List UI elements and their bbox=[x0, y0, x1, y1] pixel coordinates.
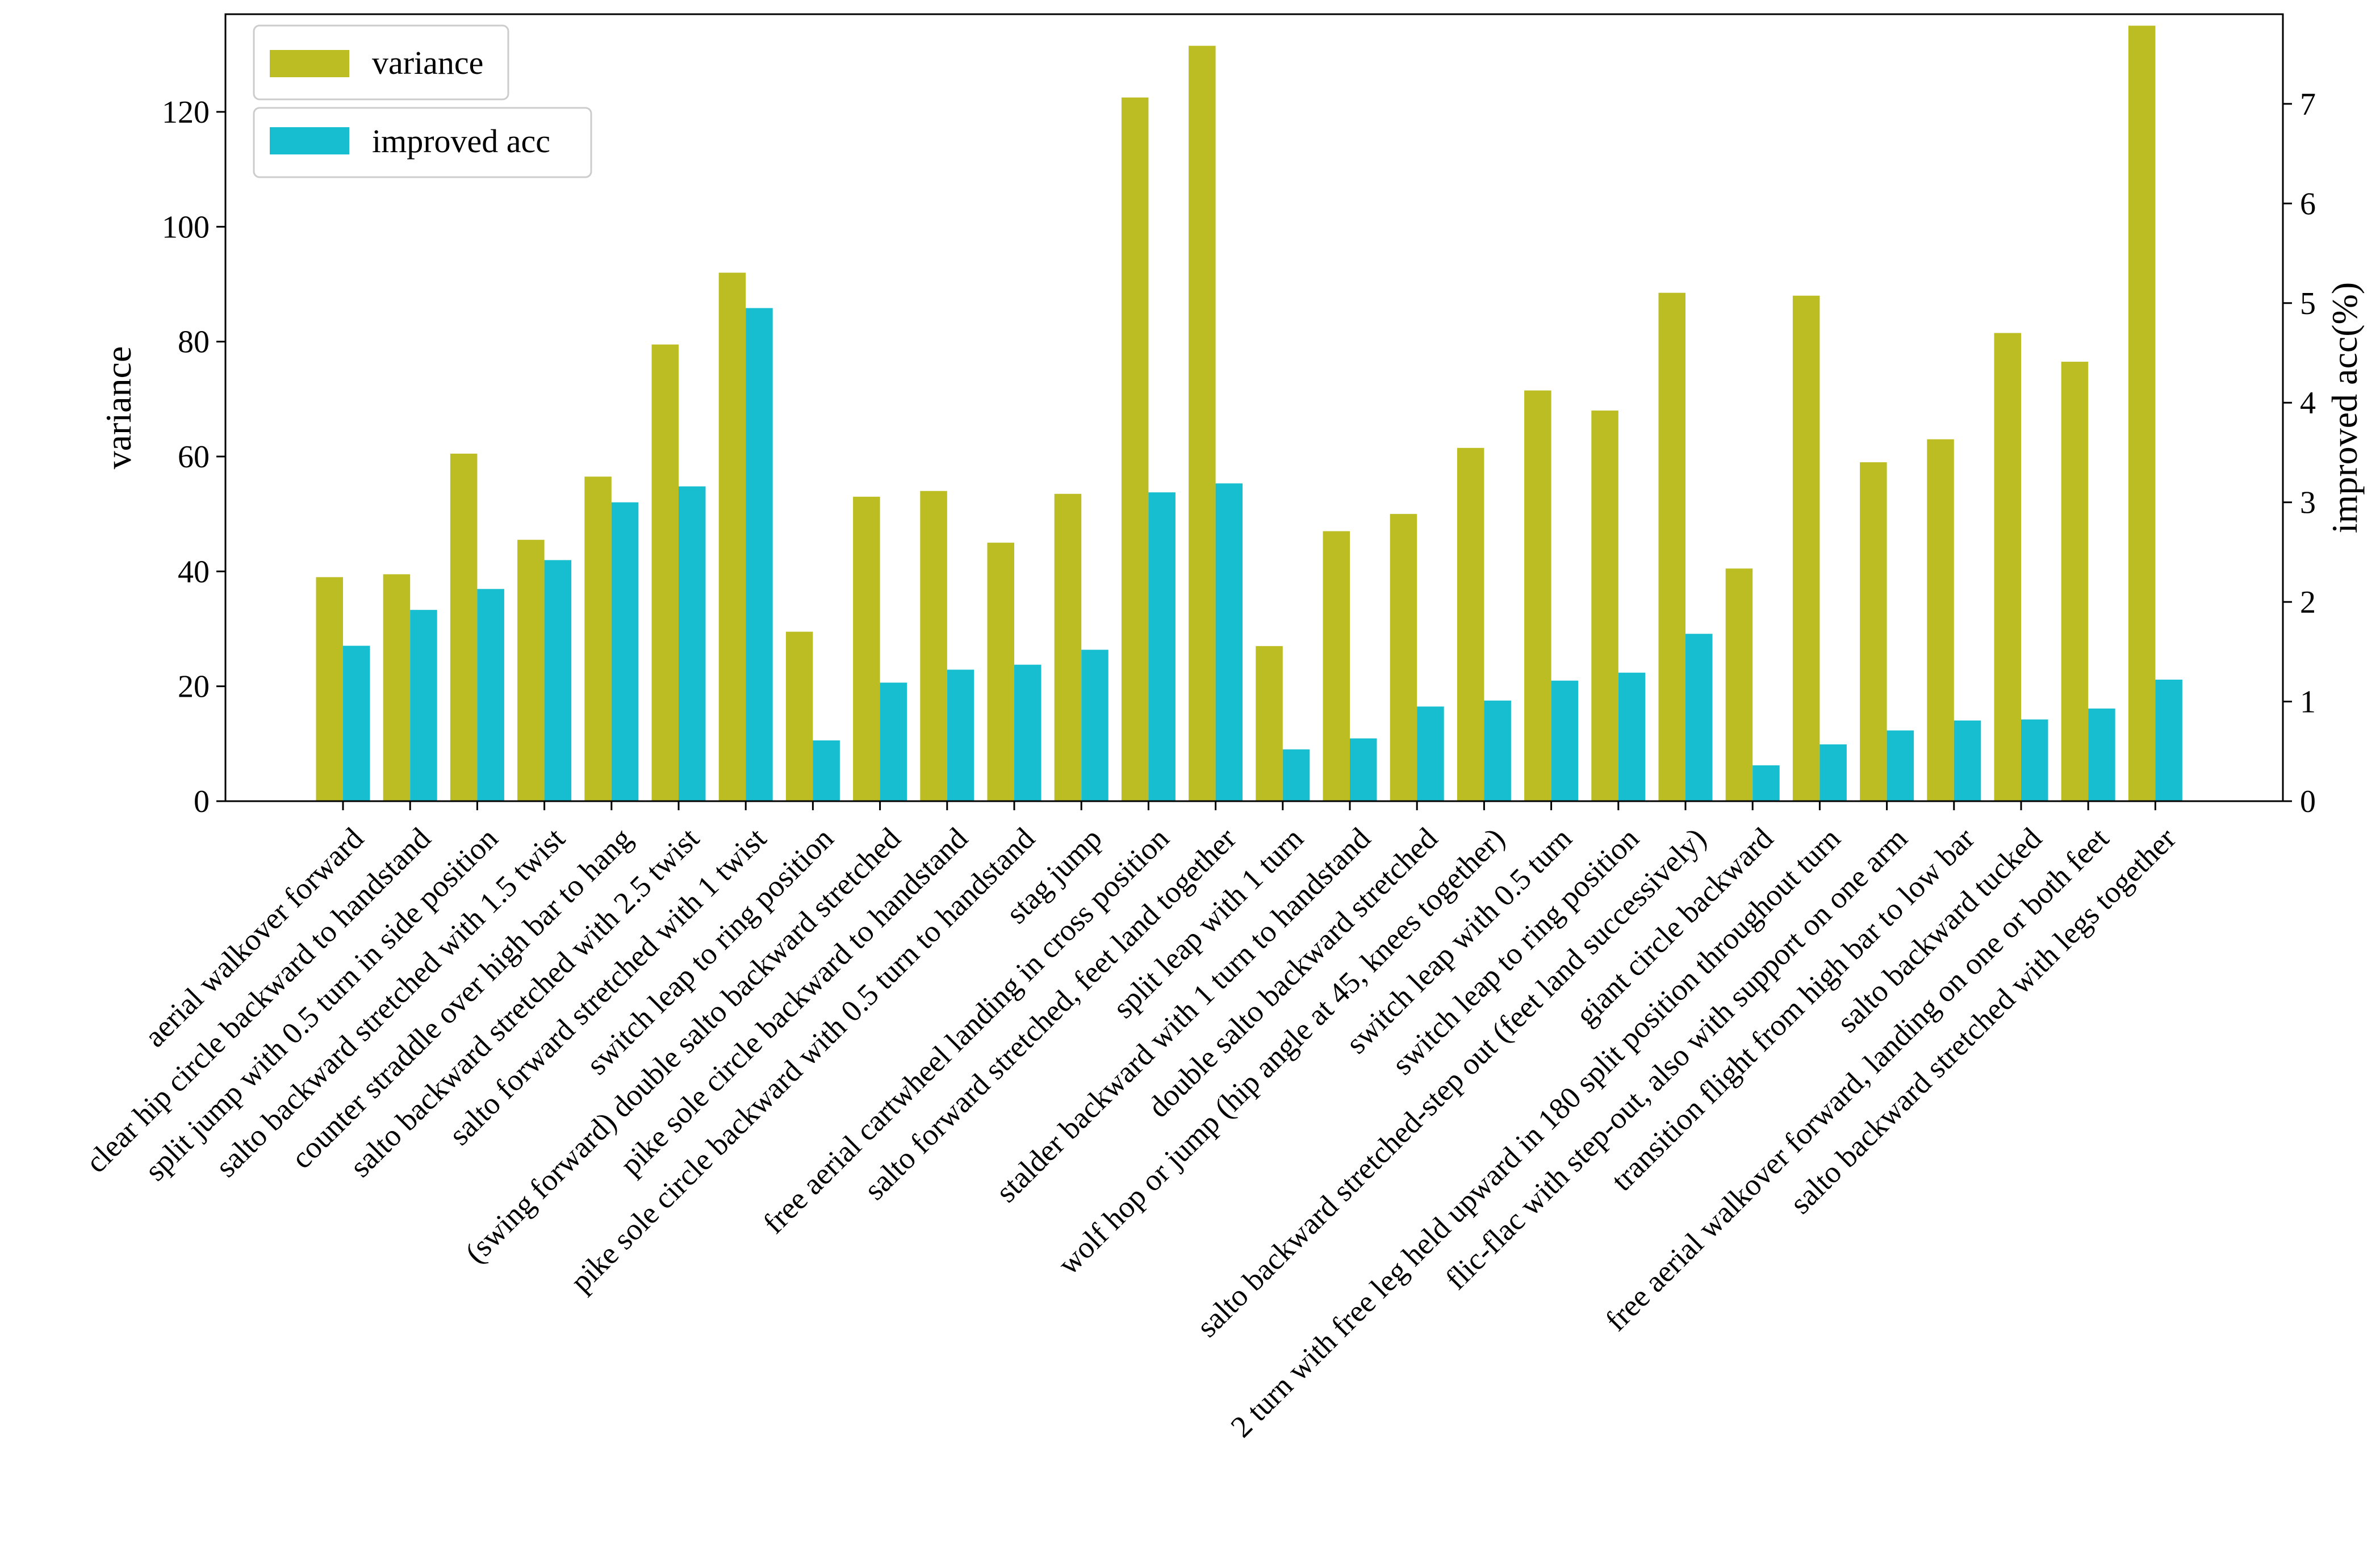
bar-variance-6 bbox=[718, 273, 746, 801]
right-tick-label-7: 7 bbox=[2300, 87, 2316, 122]
bar-variance-12 bbox=[1121, 97, 1149, 801]
bar-improved-acc-6 bbox=[746, 308, 773, 801]
bar-variance-1 bbox=[383, 574, 411, 801]
bar-improved-acc-4 bbox=[611, 502, 639, 801]
bar-variance-9 bbox=[920, 491, 947, 801]
bar-improved-acc-21 bbox=[1752, 765, 1780, 801]
bar-improved-acc-23 bbox=[1887, 730, 1914, 801]
bar-variance-7 bbox=[785, 631, 813, 801]
bar-improved-acc-11 bbox=[1081, 650, 1109, 801]
bar-improved-acc-24 bbox=[1954, 720, 1981, 801]
bar-improved-acc-3 bbox=[544, 560, 572, 801]
left-tick-label-60: 60 bbox=[178, 439, 210, 475]
bar-variance-21 bbox=[1725, 568, 1753, 801]
legend-swatch-variance bbox=[270, 50, 349, 77]
legend-box-1 bbox=[253, 24, 509, 101]
legend-swatch-improved-acc bbox=[270, 127, 349, 154]
bar-improved-acc-0 bbox=[343, 646, 370, 801]
bar-variance-4 bbox=[584, 476, 612, 801]
right-tick-label-1: 1 bbox=[2300, 685, 2316, 720]
right-tick-label-6: 6 bbox=[2300, 186, 2316, 221]
right-tick-label-5: 5 bbox=[2300, 286, 2316, 321]
bar-improved-acc-20 bbox=[1685, 634, 1713, 801]
bar-improved-acc-12 bbox=[1148, 492, 1176, 801]
bar-improved-acc-1 bbox=[410, 610, 437, 801]
bar-improved-acc-14 bbox=[1282, 749, 1310, 801]
bar-improved-acc-8 bbox=[880, 682, 907, 801]
legend: variance improved acc bbox=[253, 24, 592, 178]
bar-variance-22 bbox=[1792, 295, 1820, 801]
legend-box-2 bbox=[253, 107, 592, 178]
bar-variance-2 bbox=[450, 453, 478, 801]
bar-improved-acc-2 bbox=[477, 589, 504, 801]
bar-variance-14 bbox=[1256, 646, 1283, 801]
right-tick-label-3: 3 bbox=[2300, 485, 2316, 521]
bar-improved-acc-7 bbox=[813, 740, 840, 801]
bar-improved-acc-9 bbox=[947, 669, 974, 801]
bar-variance-23 bbox=[1860, 462, 1887, 801]
bar-improved-acc-27 bbox=[2155, 679, 2182, 801]
bar-improved-acc-19 bbox=[1618, 672, 1646, 801]
bar-improved-acc-13 bbox=[1215, 483, 1243, 801]
left-tick-label-0: 0 bbox=[194, 784, 210, 819]
bar-variance-19 bbox=[1591, 411, 1618, 801]
bar-improved-acc-25 bbox=[2021, 719, 2048, 801]
right-tick-label-4: 4 bbox=[2300, 386, 2316, 421]
legend-label-improved-acc: improved acc bbox=[372, 123, 550, 160]
bar-variance-8 bbox=[853, 496, 880, 801]
right-axis-title: improved acc(%) bbox=[2324, 282, 2365, 533]
bar-variance-0 bbox=[316, 577, 343, 801]
left-axis-title: variance bbox=[98, 346, 139, 470]
bar-variance-26 bbox=[2061, 362, 2089, 801]
right-axis: 0 1 2 3 4 5 6 7 bbox=[2283, 87, 2316, 819]
left-tick-label-100: 100 bbox=[162, 210, 210, 245]
left-tick-label-120: 120 bbox=[162, 95, 210, 130]
bar-variance-3 bbox=[517, 539, 545, 801]
bar-improved-acc-26 bbox=[2088, 708, 2115, 801]
left-tick-label-40: 40 bbox=[178, 554, 210, 589]
bar-variance-5 bbox=[651, 344, 679, 801]
bar-variance-10 bbox=[987, 542, 1014, 801]
left-axis: 0 20 40 60 80 100 120 bbox=[162, 95, 225, 819]
bar-variance-25 bbox=[1994, 333, 2021, 801]
bar-variance-13 bbox=[1189, 45, 1216, 801]
left-tick-label-20: 20 bbox=[178, 669, 210, 705]
bar-variance-27 bbox=[2128, 26, 2156, 802]
bar-variance-17 bbox=[1457, 447, 1484, 801]
bar-improved-acc-18 bbox=[1551, 680, 1579, 801]
bar-variance-18 bbox=[1524, 390, 1551, 801]
bar-improved-acc-17 bbox=[1484, 700, 1511, 801]
bar-improved-acc-5 bbox=[679, 486, 706, 801]
legend-label-variance: variance bbox=[372, 44, 483, 81]
bar-improved-acc-16 bbox=[1417, 706, 1444, 801]
right-tick-label-2: 2 bbox=[2300, 585, 2316, 620]
left-tick-label-80: 80 bbox=[178, 325, 210, 360]
bar-variance-16 bbox=[1390, 514, 1417, 801]
bar-variance-24 bbox=[1927, 439, 1954, 801]
bar-variance-11 bbox=[1054, 493, 1082, 801]
right-tick-label-0: 0 bbox=[2300, 784, 2316, 819]
bar-improved-acc-10 bbox=[1014, 664, 1041, 801]
bar-variance-20 bbox=[1658, 292, 1685, 801]
plot-frame bbox=[224, 13, 2284, 802]
bar-improved-acc-22 bbox=[1819, 744, 1847, 801]
bar-improved-acc-15 bbox=[1350, 738, 1377, 801]
bars-group bbox=[316, 26, 2182, 802]
bar-variance-15 bbox=[1323, 531, 1350, 801]
